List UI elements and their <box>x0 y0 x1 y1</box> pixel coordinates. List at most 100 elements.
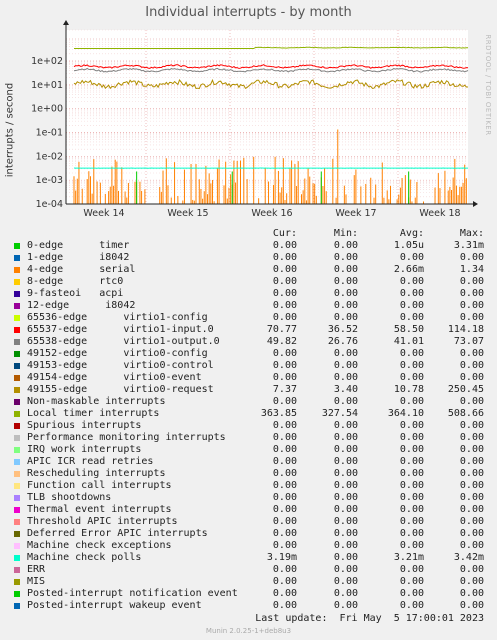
x-tick-label: Week 14 <box>83 208 124 219</box>
legend-cur: 0.00 <box>272 240 297 251</box>
legend-min: 0.00 <box>333 300 358 311</box>
legend-cur: 0.00 <box>272 288 297 299</box>
legend-swatch <box>14 555 20 561</box>
legend-swatch <box>14 363 20 369</box>
legend-row: Spurious interrupts 0.00 0.00 0.00 0.00 <box>0 420 497 432</box>
legend-label: Rescheduling interrupts <box>27 468 166 479</box>
legend-row: 9-fasteoi acpi 0.00 0.00 0.00 0.00 <box>0 288 497 300</box>
legend-max: 73.07 <box>453 336 484 347</box>
legend-min: 26.76 <box>327 336 358 347</box>
legend-cur: 0.00 <box>272 504 297 515</box>
legend-label: Local timer interrupts <box>27 408 160 419</box>
y-tick-label: 1e-02 <box>36 151 63 162</box>
legend-cur: 0.00 <box>272 516 297 527</box>
legend-cur: 7.37 <box>272 384 297 395</box>
legend-avg: 1.05u <box>393 240 424 251</box>
legend-min: 327.54 <box>321 408 358 419</box>
legend-avg: 0.00 <box>399 312 424 323</box>
legend-label: ERR <box>27 564 46 575</box>
legend-swatch <box>14 327 20 333</box>
legend-min: 0.00 <box>333 252 358 263</box>
legend-label: MIS <box>27 576 46 587</box>
legend-header-max: Max: <box>459 228 484 239</box>
legend-max: 0.00 <box>459 456 484 467</box>
legend-header-cur: Cur: <box>272 228 297 239</box>
legend-cur: 0.00 <box>272 528 297 539</box>
legend-label: APIC ICR read retries <box>27 456 154 467</box>
legend-max: 0.00 <box>459 600 484 611</box>
legend-min: 0.00 <box>333 456 358 467</box>
legend-max: 0.00 <box>459 516 484 527</box>
legend-swatch <box>14 399 20 405</box>
legend-swatch <box>14 255 20 261</box>
legend-min: 0.00 <box>333 360 358 371</box>
legend-max: 0.00 <box>459 396 484 407</box>
legend-min: 0.00 <box>333 468 358 479</box>
legend-max: 0.00 <box>459 468 484 479</box>
legend-row: 0-edge timer 0.00 0.00 1.05u 3.31m <box>0 240 497 252</box>
legend-avg: 364.10 <box>387 408 424 419</box>
legend-min: 0.00 <box>333 492 358 503</box>
x-tick-label: Week 15 <box>167 208 208 219</box>
legend-max: 0.00 <box>459 504 484 515</box>
legend-cur: 0.00 <box>272 420 297 431</box>
legend-swatch <box>14 243 20 249</box>
legend-cur: 0.00 <box>272 600 297 611</box>
legend-row: 49155-edge virtio0-request 7.37 3.40 10.78 2… <box>0 384 497 396</box>
legend-swatch <box>14 375 20 381</box>
legend-avg: 0.00 <box>399 480 424 491</box>
legend-swatch <box>14 567 20 573</box>
last-update: Last update: Fri May 5 17:00:01 2023 <box>255 613 484 624</box>
legend-cur: 0.00 <box>272 492 297 503</box>
legend-min: 0.00 <box>333 600 358 611</box>
legend-row: 49152-edge virtio0-config 0.00 0.00 0.00 0.0… <box>0 348 497 360</box>
legend-cur: 0.00 <box>272 480 297 491</box>
legend-header-min: Min: <box>333 228 358 239</box>
legend-min: 0.00 <box>333 276 358 287</box>
legend-max: 0.00 <box>459 528 484 539</box>
legend-label: 49155-edge virtio0-request <box>27 384 214 395</box>
legend-cur: 0.00 <box>272 432 297 443</box>
legend-swatch <box>14 519 20 525</box>
legend-min: 0.00 <box>333 420 358 431</box>
legend-avg: 0.00 <box>399 300 424 311</box>
legend-min: 0.00 <box>333 480 358 491</box>
legend-max: 0.00 <box>459 312 484 323</box>
legend-avg: 0.00 <box>399 288 424 299</box>
legend-avg: 58.50 <box>393 324 424 335</box>
legend-min: 0.00 <box>333 516 358 527</box>
legend-avg: 0.00 <box>399 252 424 263</box>
legend-label: 65538-edge virtio1-output.0 <box>27 336 220 347</box>
legend-max: 0.00 <box>459 420 484 431</box>
legend-swatch <box>14 471 20 477</box>
y-tick-label: 1e-03 <box>36 175 63 186</box>
legend-min: 0.00 <box>333 528 358 539</box>
legend-swatch <box>14 423 20 429</box>
legend-avg: 3.21m <box>393 552 424 563</box>
legend-label: Machine check exceptions <box>27 540 172 551</box>
legend-max: 0.00 <box>459 360 484 371</box>
legend-max: 0.00 <box>459 480 484 491</box>
legend-min: 36.52 <box>327 324 358 335</box>
legend-cur: 0.00 <box>272 276 297 287</box>
legend-avg: 0.00 <box>399 420 424 431</box>
legend-cur: 0.00 <box>272 252 297 263</box>
footer-version: Munin 2.0.25-1+deb8u3 <box>205 627 292 635</box>
legend-min: 0.00 <box>333 552 358 563</box>
legend-label: Machine check polls <box>27 552 142 563</box>
legend-cur: 0.00 <box>272 300 297 311</box>
legend-label: Function call interrupts <box>27 480 172 491</box>
legend-label: 49154-edge virtio0-event <box>27 372 202 383</box>
legend-row: Rescheduling interrupts 0.00 0.00 0.00 0.00 <box>0 468 497 480</box>
input-line <box>73 64 469 69</box>
legend-row: Non-maskable interrupts 0.00 0.00 0.00 0.00 <box>0 396 497 408</box>
legend-swatch <box>14 339 20 345</box>
chart-title: Individual interrupts - by month <box>145 5 352 20</box>
legend-swatch <box>14 579 20 585</box>
legend-max: 1.34 <box>459 264 484 275</box>
y-axis-arrow <box>63 20 69 25</box>
legend-row: ERR 0.00 0.00 0.00 0.00 <box>0 564 497 576</box>
legend-label: TLB shootdowns <box>27 492 112 503</box>
legend-cur: 0.00 <box>272 312 297 323</box>
legend-avg: 0.00 <box>399 516 424 527</box>
